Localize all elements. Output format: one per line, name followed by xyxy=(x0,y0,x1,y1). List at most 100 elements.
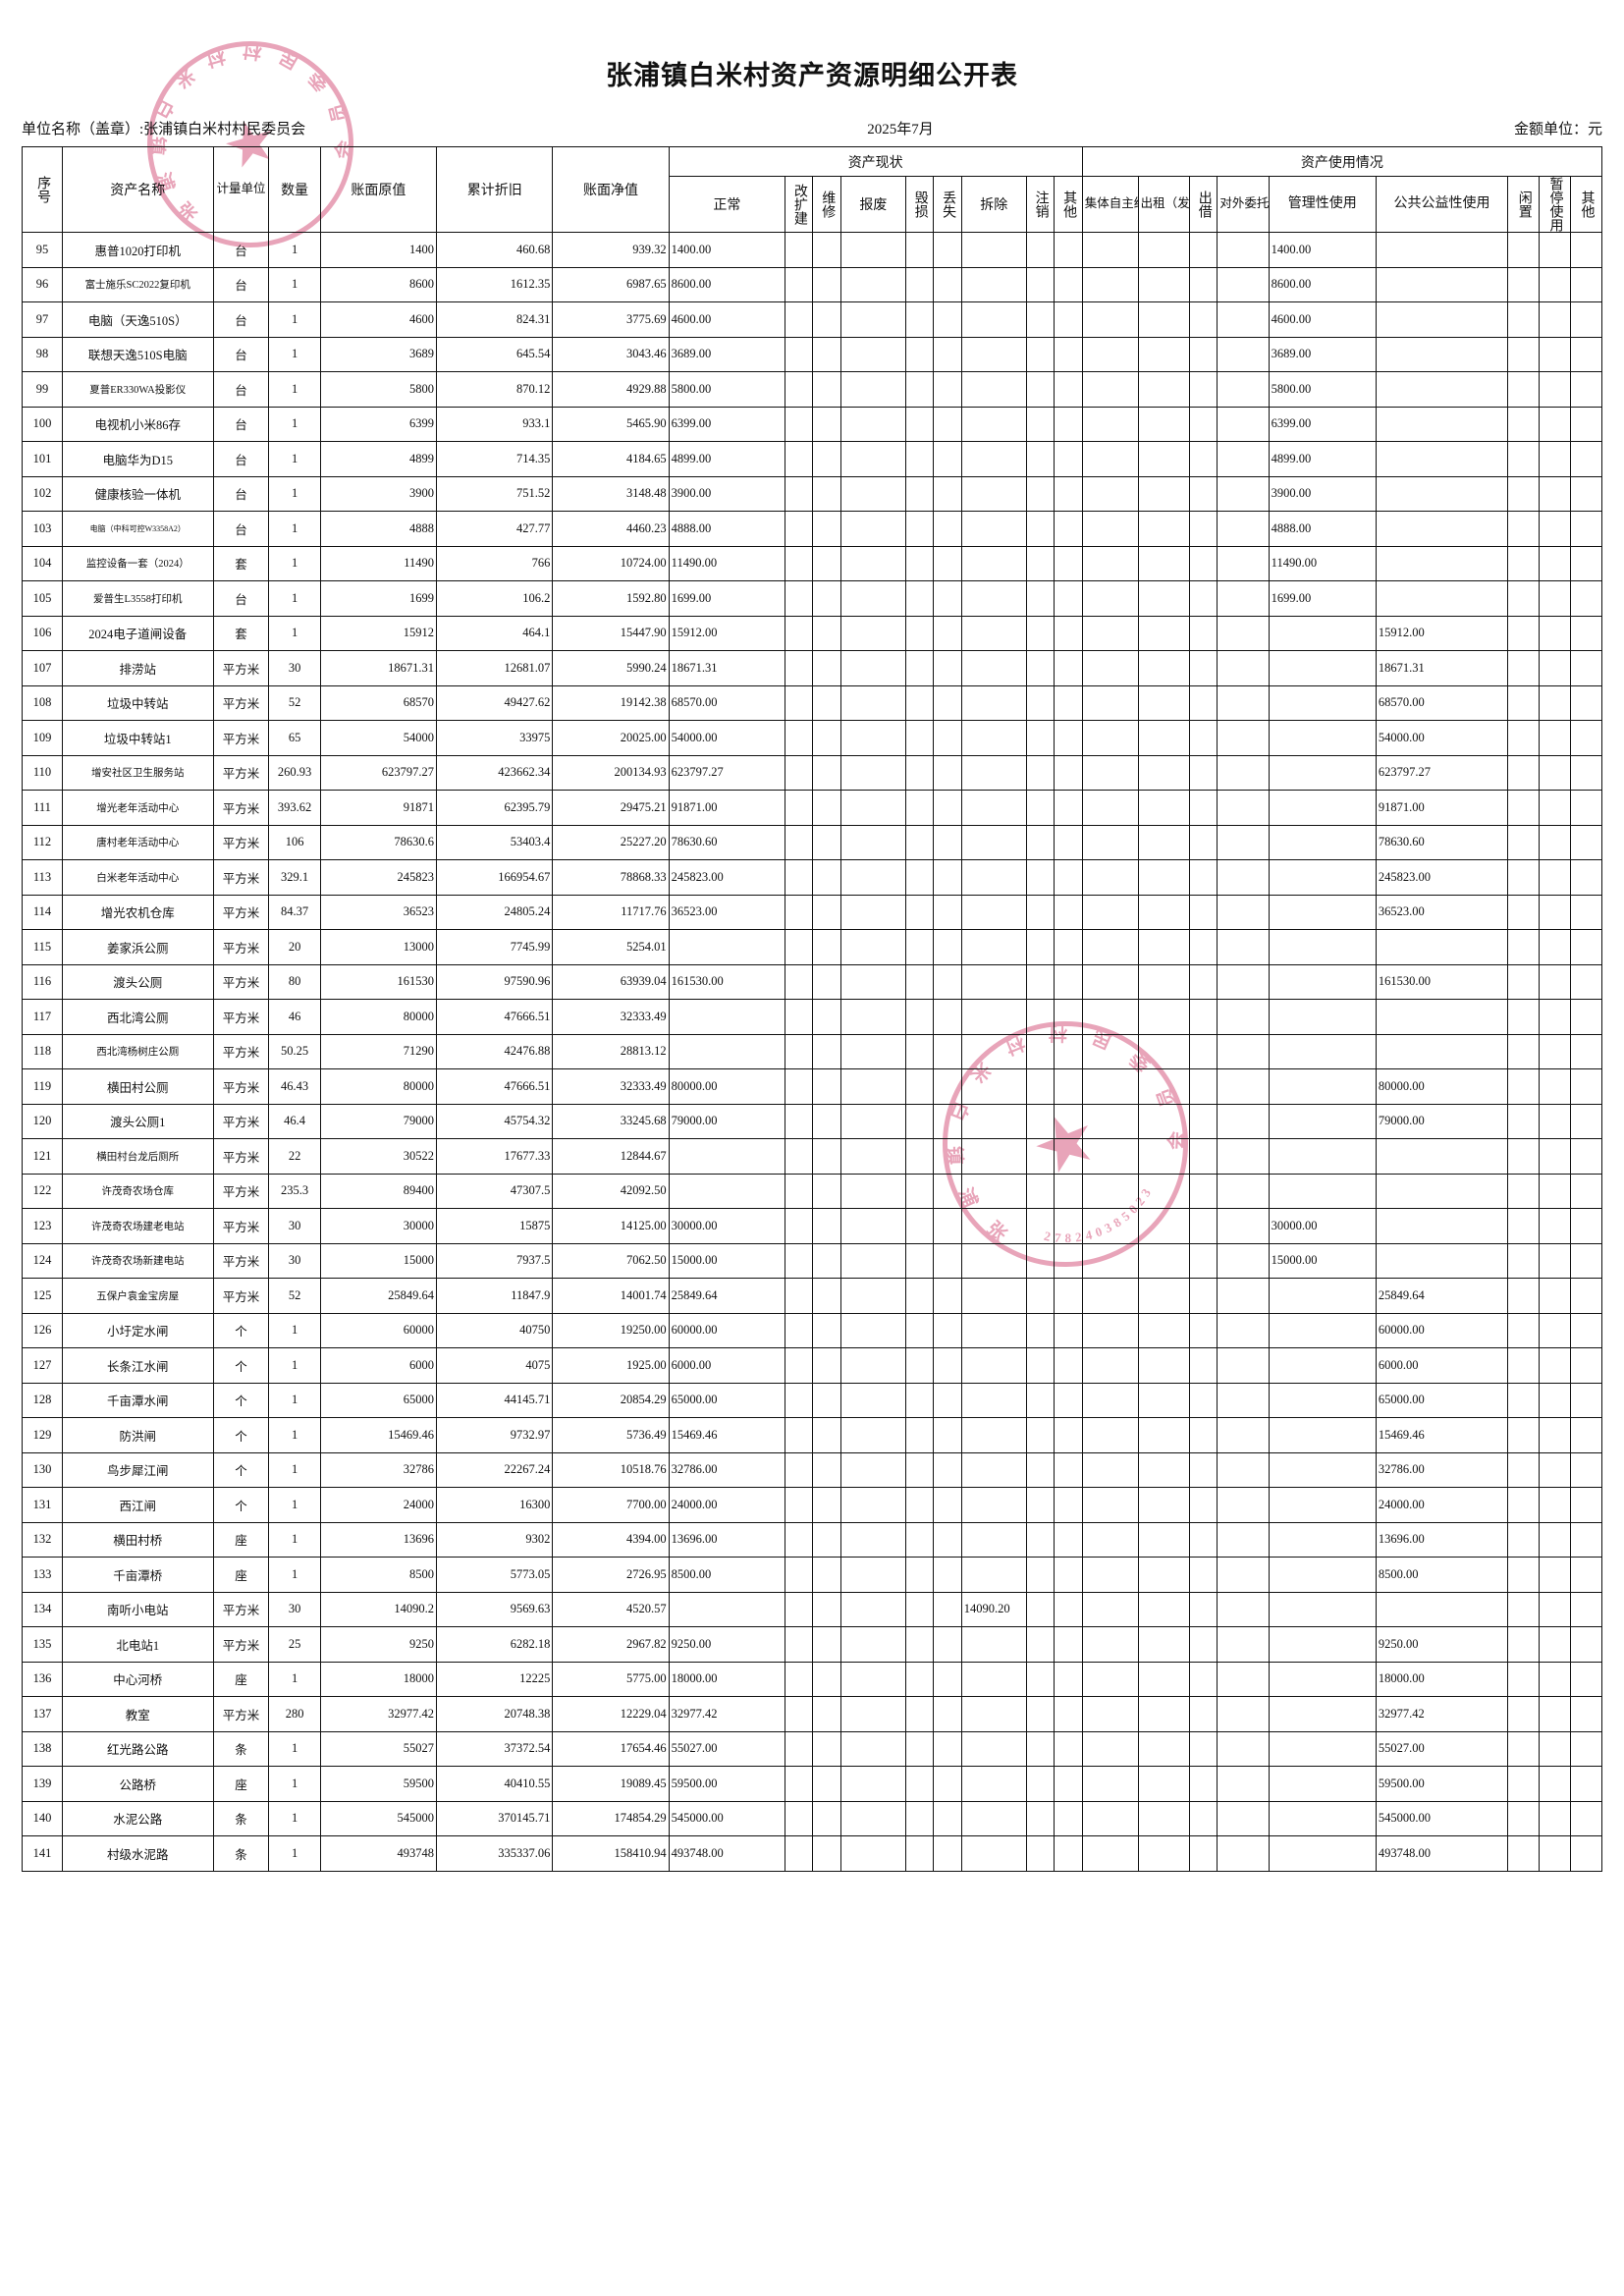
cell-seq: 113 xyxy=(22,859,63,896)
cell-status-repair xyxy=(812,1208,841,1244)
cell-status-rebuild xyxy=(784,1312,814,1348)
cell-usage-other xyxy=(1569,1696,1603,1732)
cell-asset-name: 惠普1020打印机 xyxy=(61,232,214,268)
cell-unit: 平方米 xyxy=(212,650,270,686)
cell-status-repair xyxy=(812,232,841,268)
cell-status-other xyxy=(1054,1382,1083,1418)
cell-asset-name: 公路桥 xyxy=(61,1766,214,1802)
cell-usage-lease xyxy=(1137,720,1190,756)
cell-original-value: 1699 xyxy=(319,580,438,617)
cell-net-value: 4394.00 xyxy=(552,1521,670,1558)
table-row: 107 排涝站 平方米 30 18671.31 12681.07 5990.24 18671.… xyxy=(22,650,1603,686)
cell-usage-management xyxy=(1268,859,1377,896)
cell-usage-public-welfare xyxy=(1375,301,1509,338)
cell-status-scrap xyxy=(839,1347,906,1384)
cell-original-value: 6399 xyxy=(319,406,438,442)
cell-usage-paused xyxy=(1538,1208,1571,1244)
group-asset-usage: 资产使用情况 xyxy=(1081,146,1603,177)
cell-usage-entrust xyxy=(1217,859,1270,896)
cell-usage-idle xyxy=(1507,1696,1540,1732)
group-asset-status: 资产现状 xyxy=(668,146,1083,177)
cell-status-repair xyxy=(812,824,841,860)
cell-status-repair xyxy=(812,790,841,826)
cell-usage-paused xyxy=(1538,406,1571,442)
cell-status-damage xyxy=(904,1451,935,1488)
cell-status-rebuild xyxy=(784,406,814,442)
cell-asset-name: 2024电子道闸设备 xyxy=(61,615,214,651)
cell-status-other xyxy=(1054,1591,1083,1627)
cell-status-other xyxy=(1054,650,1083,686)
cell-usage-lend xyxy=(1188,720,1218,756)
cell-status-normal: 1699.00 xyxy=(668,580,785,617)
cell-asset-name: 千亩潭桥 xyxy=(61,1557,214,1593)
cell-usage-idle xyxy=(1507,1173,1540,1209)
table-row: 96 富士施乐SC2022复印机台 1 8600 1612.35 6987.65 8600.… xyxy=(22,266,1603,302)
cell-usage-lease xyxy=(1137,684,1190,721)
cell-status-lost xyxy=(933,929,962,965)
cell-status-rebuild xyxy=(784,1557,814,1593)
col-other-status: 其他 xyxy=(1054,176,1083,233)
cell-usage-paused xyxy=(1538,1417,1571,1453)
cell-depreciation: 4075 xyxy=(436,1347,554,1384)
cell-status-repair xyxy=(812,929,841,965)
cell-usage-idle xyxy=(1507,615,1540,651)
cell-original-value: 15000 xyxy=(319,1242,438,1279)
cell-usage-entrust xyxy=(1217,1696,1270,1732)
cell-quantity: 30 xyxy=(268,1208,321,1244)
cell-quantity: 1 xyxy=(268,1382,321,1418)
asset-detail-table: 序号 资产名称 计量单位 数量 账面原值 累计折旧 账面净值 资产现状 资产使用… xyxy=(22,146,1603,1872)
cell-usage-other xyxy=(1569,824,1603,860)
cell-usage-management xyxy=(1268,963,1377,1000)
cell-usage-lend xyxy=(1188,790,1218,826)
cell-status-normal xyxy=(668,1173,785,1209)
cell-usage-management xyxy=(1268,1033,1377,1069)
col-lost: 丢失 xyxy=(933,176,962,233)
col-public-welfare-use: 公共公益性使用 xyxy=(1375,176,1509,233)
cell-status-cancel xyxy=(1025,1661,1056,1697)
cell-usage-public-welfare xyxy=(1375,1173,1509,1209)
cell-status-damage xyxy=(904,1800,935,1836)
cell-status-rebuild xyxy=(784,999,814,1035)
cell-usage-lease xyxy=(1137,650,1190,686)
table-row: 111 增光老年活动中心 平方米 393.62 91871 62395.79 29475.2… xyxy=(22,790,1603,826)
cell-usage-self-operation xyxy=(1081,1173,1139,1209)
cell-usage-lend xyxy=(1188,1766,1218,1802)
cell-status-damage xyxy=(904,684,935,721)
cell-usage-lend xyxy=(1188,1521,1218,1558)
cell-usage-entrust xyxy=(1217,1312,1270,1348)
cell-usage-other xyxy=(1569,963,1603,1000)
cell-status-demolish xyxy=(960,301,1027,338)
cell-quantity: 1 xyxy=(268,580,321,617)
cell-asset-name: 垃圾中转站1 xyxy=(61,720,214,756)
col-qty: 数量 xyxy=(268,146,321,233)
cell-usage-public-welfare: 25849.64 xyxy=(1375,1278,1509,1314)
cell-unit: 平方米 xyxy=(212,1242,270,1279)
cell-usage-management xyxy=(1268,1382,1377,1418)
cell-status-other xyxy=(1054,1068,1083,1105)
cell-usage-entrust xyxy=(1217,1068,1270,1105)
cell-net-value: 17654.46 xyxy=(552,1730,670,1767)
cell-status-cancel xyxy=(1025,1242,1056,1279)
cell-usage-lend xyxy=(1188,266,1218,302)
table-row: 120 渡头公厕1 平方米 46.4 79000 45754.32 33245.68 7900… xyxy=(22,1103,1603,1139)
cell-usage-public-welfare: 24000.00 xyxy=(1375,1487,1509,1523)
header-group-row: 序号 资产名称 计量单位 数量 账面原值 累计折旧 账面净值 资产现状 资产使用… xyxy=(22,146,1603,233)
cell-usage-idle xyxy=(1507,790,1540,826)
cell-status-lost xyxy=(933,615,962,651)
cell-depreciation: 824.31 xyxy=(436,301,554,338)
cell-usage-lend xyxy=(1188,999,1218,1035)
cell-status-damage xyxy=(904,511,935,547)
cell-usage-management xyxy=(1268,615,1377,651)
cell-status-repair xyxy=(812,1696,841,1732)
cell-asset-name: 夏普ER330WA投影仪 xyxy=(61,371,214,408)
cell-unit: 平方米 xyxy=(212,720,270,756)
cell-quantity: 80 xyxy=(268,963,321,1000)
cell-status-lost xyxy=(933,894,962,930)
cell-usage-management xyxy=(1268,1068,1377,1105)
cell-unit: 座 xyxy=(212,1557,270,1593)
cell-usage-paused xyxy=(1538,336,1571,372)
cell-status-repair xyxy=(812,1278,841,1314)
cell-status-rebuild xyxy=(784,894,814,930)
cell-status-demolish xyxy=(960,1696,1027,1732)
cell-unit: 条 xyxy=(212,1835,270,1872)
